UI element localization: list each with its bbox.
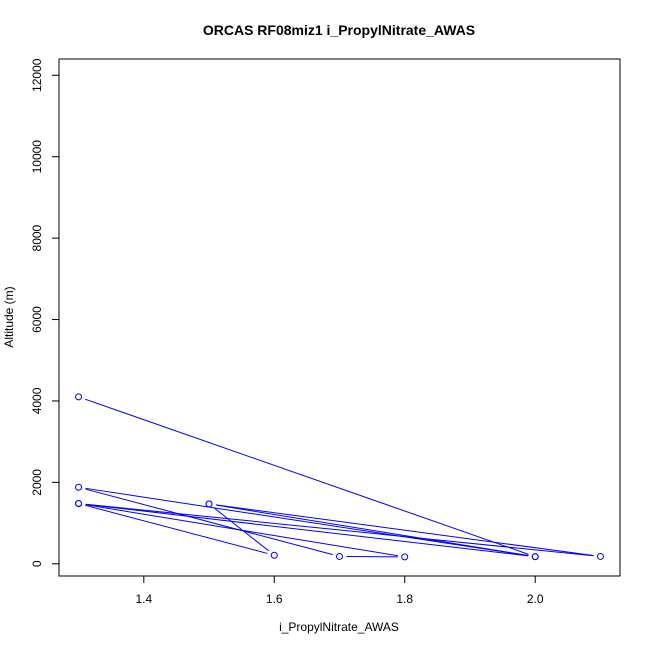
- y-tick-label: 10000: [30, 140, 44, 174]
- x-axis: 1.4 1.6 1.8 2.0: [135, 576, 544, 606]
- x-tick-label: 1.4: [135, 592, 152, 606]
- x-tick-label: 1.8: [396, 592, 413, 606]
- x-axis-label: i_PropylNitrate_AWAS: [279, 620, 399, 634]
- data-point: [270, 551, 278, 559]
- y-tick-label: 4000: [30, 387, 44, 414]
- chart-title: ORCAS RF08miz1 i_PropylNitrate_AWAS: [203, 22, 475, 38]
- y-tick-label: 2000: [30, 469, 44, 496]
- series-segment: [214, 507, 270, 552]
- x-tick-label: 2.0: [527, 592, 544, 606]
- series-layer: [75, 393, 604, 561]
- data-point: [596, 552, 604, 560]
- series-segment: [85, 487, 529, 557]
- series-segment: [215, 504, 529, 557]
- data-point: [205, 500, 213, 508]
- data-point: [336, 552, 343, 560]
- y-axis: 0 2000 4000 6000 8000 10000 12000: [30, 58, 59, 567]
- y-tick-label: 6000: [30, 306, 44, 333]
- series-segment: [85, 503, 594, 557]
- data-point: [401, 553, 409, 561]
- plot-frame: [58, 58, 621, 577]
- series-segment: [85, 503, 529, 557]
- series-segment: [85, 398, 529, 555]
- data-point: [531, 553, 539, 561]
- y-tick-label: 0: [30, 560, 44, 567]
- data-point: [75, 393, 83, 401]
- y-tick-label: 8000: [30, 224, 44, 251]
- y-axis-label: Altitude (m): [2, 286, 16, 347]
- data-point: [75, 483, 83, 491]
- series-segment: [85, 504, 268, 554]
- y-tick-label: 12000: [30, 58, 44, 92]
- x-tick-label: 1.6: [266, 592, 283, 606]
- data-point: [75, 500, 83, 508]
- series-segment: [85, 488, 333, 556]
- series-segment: [215, 504, 594, 557]
